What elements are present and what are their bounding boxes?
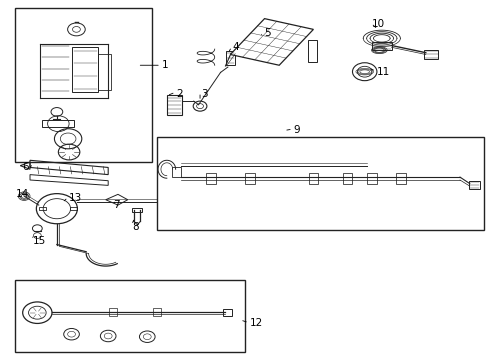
Text: 10: 10 (372, 19, 385, 29)
Bar (157, 137, 485, 230)
Bar (98, 54, 111, 90)
Text: 6: 6 (23, 162, 29, 172)
Text: 15: 15 (32, 236, 46, 246)
Bar (206, 173, 216, 184)
Text: 9: 9 (294, 125, 300, 135)
Bar (469, 181, 480, 189)
Bar (343, 173, 352, 184)
Bar (424, 50, 439, 59)
Text: 13: 13 (69, 193, 82, 203)
Bar (372, 42, 392, 50)
Bar (15, 8, 152, 162)
Bar (70, 207, 77, 211)
Text: 3: 3 (201, 89, 208, 99)
Text: 14: 14 (15, 189, 28, 199)
Bar (367, 173, 377, 184)
Bar (15, 280, 245, 352)
Bar (72, 47, 98, 92)
Text: 12: 12 (250, 319, 263, 328)
Bar (223, 309, 232, 316)
Bar (309, 173, 318, 184)
Bar (109, 309, 117, 316)
Bar (226, 51, 235, 65)
Bar (245, 173, 255, 184)
Text: 4: 4 (233, 42, 240, 52)
Text: 7: 7 (113, 200, 120, 210)
Text: 1: 1 (162, 60, 169, 70)
Text: 2: 2 (176, 89, 183, 99)
Text: 5: 5 (265, 28, 271, 38)
Polygon shape (230, 19, 314, 65)
Bar (132, 208, 143, 212)
Bar (153, 309, 161, 316)
Text: 8: 8 (133, 222, 139, 231)
Bar (396, 173, 406, 184)
Text: 11: 11 (377, 67, 390, 77)
Bar (39, 207, 46, 211)
Bar (42, 121, 74, 127)
Bar (308, 40, 318, 62)
Bar (172, 167, 180, 177)
Bar (167, 95, 182, 116)
